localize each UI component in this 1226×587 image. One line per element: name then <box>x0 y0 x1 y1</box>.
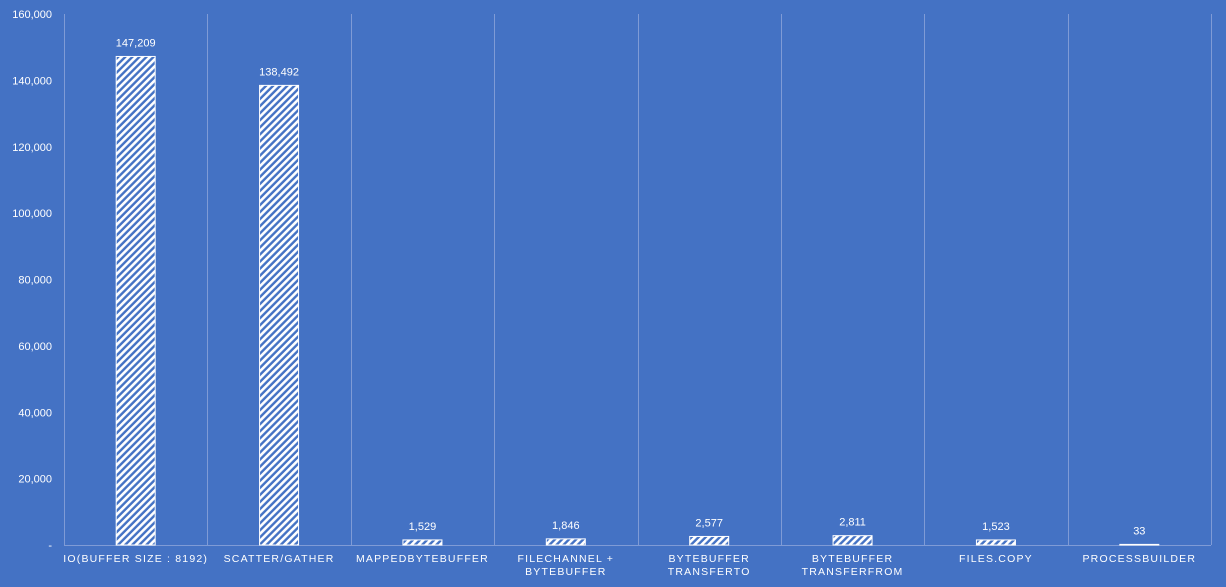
y-tick-label: 140,000 <box>12 75 52 87</box>
data-label: 2,811 <box>839 517 866 529</box>
x-tick-label: FILES.COPY <box>959 553 1033 565</box>
bar <box>975 539 1016 546</box>
x-axis: IO(BUFFER SIZE : 8192) SCATTER/GATHER MAPP… <box>63 553 1196 578</box>
data-label: 1,846 <box>552 520 580 532</box>
bar <box>545 538 586 546</box>
data-label: 1,529 <box>409 521 437 533</box>
bar <box>689 535 730 546</box>
x-tick-label: PROCESSBUILDER <box>1082 553 1196 565</box>
bar <box>832 535 873 546</box>
data-label: 138,492 <box>259 66 299 78</box>
bars <box>115 55 1160 546</box>
x-tick-label: TRANSFERFROM <box>802 566 904 578</box>
data-labels: 147,209 138,492 1,529 1,846 2,577 2,811 1,523 3… <box>116 37 1146 537</box>
y-tick-label: 100,000 <box>12 208 52 220</box>
y-tick-label: 120,000 <box>12 142 52 154</box>
y-tick-label: 60,000 <box>18 341 52 353</box>
bar <box>402 539 443 546</box>
data-label: 147,209 <box>116 37 156 49</box>
bar <box>1119 543 1160 546</box>
x-tick-label: IO(BUFFER SIZE : 8192) <box>63 553 208 565</box>
x-tick-label: SCATTER/GATHER <box>224 553 335 565</box>
y-tick-label: 40,000 <box>18 407 52 419</box>
data-label: 2,577 <box>695 517 723 529</box>
data-label: 33 <box>1133 525 1145 537</box>
bar <box>115 55 156 546</box>
y-tick-label: 160,000 <box>12 9 52 21</box>
y-tick-label: 20,000 <box>18 474 52 486</box>
x-tick-label: BYTEBUFFER <box>525 566 606 578</box>
gridlines <box>64 14 1212 546</box>
x-tick-label: FILECHANNEL + <box>518 553 615 565</box>
x-tick-label: MAPPEDBYTEBUFFER <box>356 553 489 565</box>
data-label: 1,523 <box>982 521 1010 533</box>
x-tick-label: BYTEBUFFER <box>668 553 749 565</box>
bar <box>259 84 300 546</box>
y-axis: - 20,000 40,000 60,000 80,000 100,000 120,000 1… <box>12 9 52 552</box>
x-tick-label: TRANSFERTO <box>668 566 751 578</box>
x-tick-label: BYTEBUFFER <box>812 553 893 565</box>
y-tick-label: 80,000 <box>18 275 52 287</box>
y-tick-label: - <box>48 540 52 552</box>
